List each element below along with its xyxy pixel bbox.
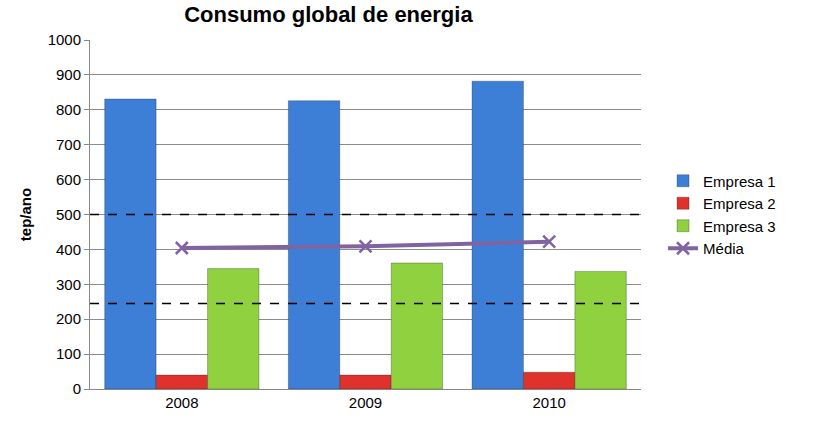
svg-text:2008: 2008 (165, 394, 198, 411)
svg-text:600: 600 (56, 171, 81, 188)
svg-text:500: 500 (56, 206, 81, 223)
svg-text:1000: 1000 (48, 31, 81, 48)
svg-text:0: 0 (73, 380, 81, 397)
svg-text:Média: Média (703, 240, 745, 257)
svg-text:Empresa 1: Empresa 1 (703, 173, 776, 190)
svg-text:300: 300 (56, 276, 81, 293)
svg-text:900: 900 (56, 66, 81, 83)
svg-text:800: 800 (56, 101, 81, 118)
svg-text:100: 100 (56, 345, 81, 362)
svg-text:700: 700 (56, 136, 81, 153)
svg-text:Consumo global de energia: Consumo global de energia (184, 2, 473, 27)
svg-text:2009: 2009 (349, 394, 382, 411)
svg-text:Empresa 2: Empresa 2 (703, 195, 776, 212)
svg-text:Empresa 3: Empresa 3 (703, 218, 776, 235)
svg-text:200: 200 (56, 310, 81, 327)
svg-text:tep/ano: tep/ano (17, 188, 34, 241)
svg-text:400: 400 (56, 241, 81, 258)
svg-text:2010: 2010 (532, 394, 565, 411)
